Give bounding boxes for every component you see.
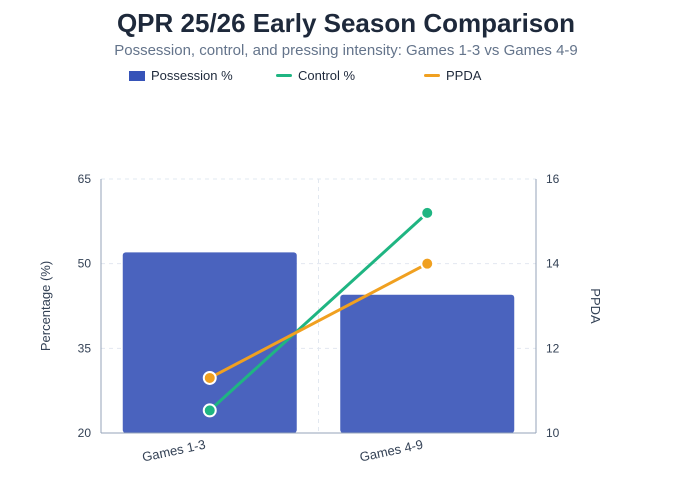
x-tick-label: Games 1-3 xyxy=(141,437,207,465)
chart-subtitle: Possession, control, and pressing intens… xyxy=(114,42,578,59)
legend: Possession % Control % PPDA xyxy=(0,68,692,88)
legend-label-control: Control % xyxy=(298,68,356,83)
legend-label-ppda: PPDA xyxy=(446,68,482,83)
x-tick-label: Games 4-9 xyxy=(358,437,424,465)
y-tick-label: 50 xyxy=(78,257,92,271)
bar-layer xyxy=(122,252,515,433)
bar-possession xyxy=(340,294,515,433)
point-layer xyxy=(202,205,435,418)
y2-tick-label: 14 xyxy=(546,257,560,271)
y-tick-label: 35 xyxy=(78,341,92,355)
y2-tick-label: 16 xyxy=(546,172,560,186)
line-control xyxy=(208,211,429,412)
y2-tick-label: 12 xyxy=(546,341,560,355)
bar-possession xyxy=(122,252,297,433)
legend-item-possession[interactable]: Possession % xyxy=(129,68,233,83)
point-ppda xyxy=(420,256,435,271)
legend-label-possession: Possession % xyxy=(151,68,233,83)
legend-swatch-possession xyxy=(129,70,145,81)
y-tick-label: 65 xyxy=(78,172,92,186)
legend-swatch-ppda xyxy=(424,74,440,77)
legend-item-control[interactable]: Control % xyxy=(276,68,355,83)
y2-axis-title: PPDA xyxy=(588,288,603,324)
point-control xyxy=(420,205,435,220)
point-ppda xyxy=(202,370,217,385)
point-control xyxy=(202,403,217,418)
legend-item-ppda[interactable]: PPDA xyxy=(424,68,481,83)
chart-title: QPR 25/26 Early Season Comparison xyxy=(116,8,576,38)
legend-swatch-control xyxy=(276,74,292,77)
y2-tick-label: 10 xyxy=(546,426,560,440)
y-tick-label: 20 xyxy=(78,426,92,440)
line-layer xyxy=(208,211,429,412)
y-axis-title: Percentage (%) xyxy=(38,261,53,351)
line-ppda xyxy=(209,262,428,380)
